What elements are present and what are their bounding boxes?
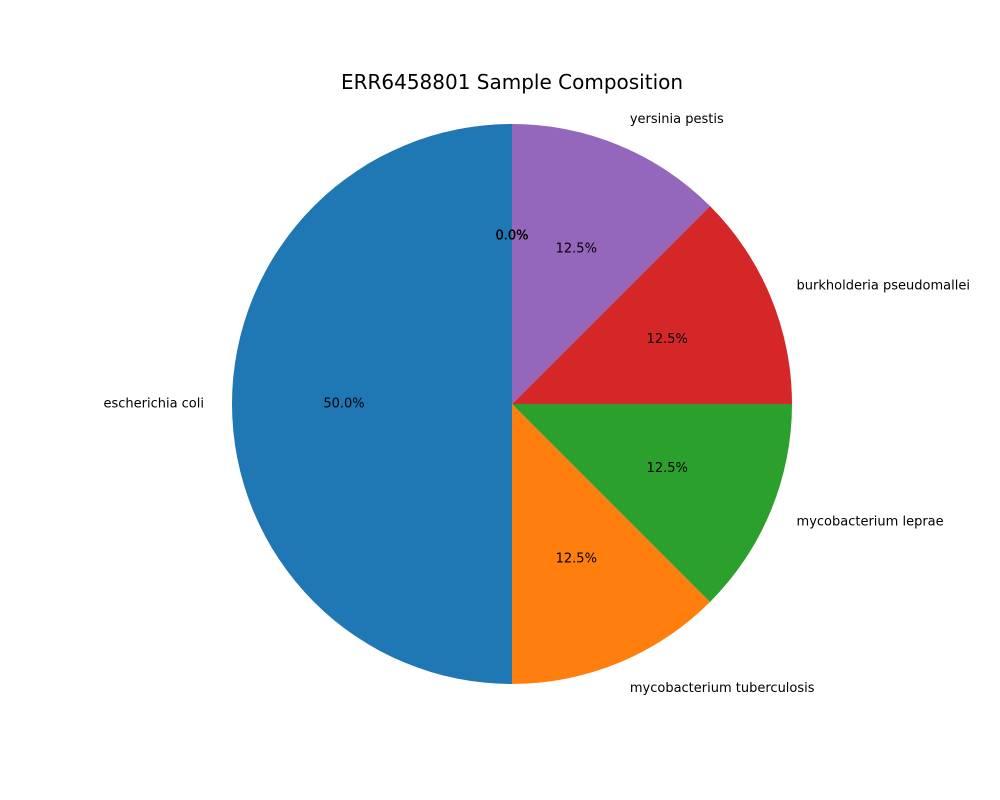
slice-label: mycobacterium leprae [797,514,944,529]
pie-slices [232,124,793,684]
slice-percent-label: 0.0% [495,229,528,244]
slice-label: mycobacterium tuberculosis [630,681,815,696]
slice-percent-label: 12.5% [647,461,688,476]
slice-percent-label: 50.0% [323,397,364,412]
slice-percent-label: 12.5% [647,332,688,347]
pie-slice [512,206,793,404]
pie-slice [232,124,512,684]
slice-percent-label: 12.5% [556,241,597,256]
slice-label: escherichia coli [103,397,204,412]
slice-percent-label: 12.5% [556,552,597,567]
pie-slice [512,124,710,404]
slice-percent-label: 0.0% [495,229,528,244]
pie-labels: escherichia coli 50.0% mycobacterium tuber… [103,112,970,696]
slice-label: burkholderia pseudomallei [797,279,970,294]
slice-percent-label: 0.0% [495,229,528,244]
slice-percent-label: 0.0% [495,229,528,244]
slice-label: yersinia pestis [630,112,724,127]
chart-title: ERR6458801 Sample Composition [341,70,683,94]
slice-percent-label: 0.0% [495,229,528,244]
pie-slice [512,404,710,684]
pie-slice [512,404,792,602]
